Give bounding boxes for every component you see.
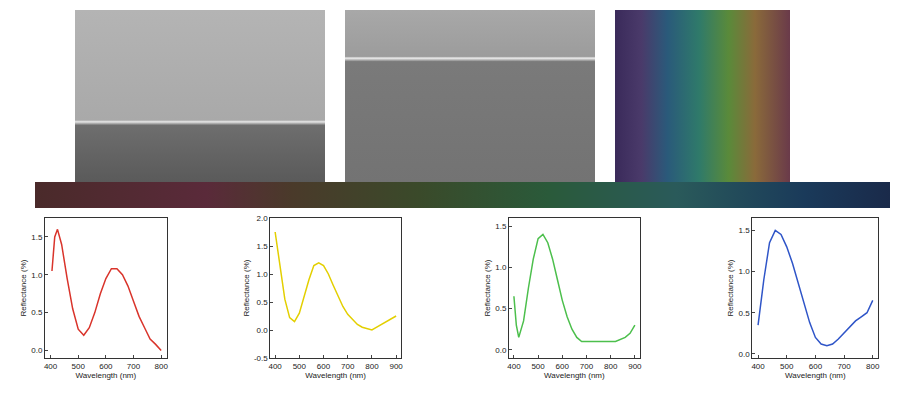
svg-text:400: 400 (44, 362, 58, 371)
svg-text:800: 800 (866, 362, 880, 371)
svg-text:0.5: 0.5 (31, 308, 43, 317)
svg-text:Reflectance (%): Reflectance (%) (242, 259, 251, 316)
svg-text:1.0: 1.0 (257, 270, 269, 279)
svg-text:-0.5: -0.5 (254, 354, 268, 363)
svg-text:0.5: 0.5 (495, 304, 507, 313)
svg-text:600: 600 (99, 362, 113, 371)
svg-text:1.0: 1.0 (495, 263, 507, 272)
svg-text:400: 400 (507, 362, 521, 371)
svg-text:500: 500 (531, 362, 545, 371)
svg-text:Wavelength (nm): Wavelength (nm) (544, 371, 605, 380)
svg-text:500: 500 (72, 362, 86, 371)
svg-text:2.0: 2.0 (257, 214, 269, 223)
svg-text:1.5: 1.5 (739, 226, 751, 235)
svg-text:1.5: 1.5 (31, 233, 43, 242)
svg-text:Wavelength (nm): Wavelength (nm) (785, 371, 846, 380)
svg-text:1.0: 1.0 (739, 267, 751, 276)
svg-text:500: 500 (780, 362, 794, 371)
svg-text:500: 500 (293, 362, 307, 371)
svg-text:700: 700 (127, 362, 141, 371)
svg-text:0.0: 0.0 (257, 326, 269, 335)
svg-text:0.0: 0.0 (739, 350, 751, 359)
svg-text:400: 400 (268, 362, 282, 371)
svg-text:Reflectance (%): Reflectance (%) (19, 259, 28, 316)
svg-text:1.5: 1.5 (495, 222, 507, 231)
svg-text:900: 900 (628, 362, 642, 371)
svg-text:1.0: 1.0 (31, 271, 43, 280)
svg-text:0.0: 0.0 (31, 346, 43, 355)
svg-text:Reflectance (%): Reflectance (%) (483, 259, 492, 316)
svg-text:0.0: 0.0 (495, 346, 507, 355)
svg-text:400: 400 (751, 362, 765, 371)
svg-text:600: 600 (556, 362, 570, 371)
svg-text:Wavelength (nm): Wavelength (nm) (76, 371, 137, 380)
svg-text:1.5: 1.5 (257, 242, 269, 251)
svg-text:0.5: 0.5 (739, 309, 751, 318)
svg-text:800: 800 (604, 362, 618, 371)
svg-text:800: 800 (154, 362, 168, 371)
svg-text:900: 900 (389, 362, 403, 371)
svg-text:Wavelength (nm): Wavelength (nm) (305, 371, 366, 380)
svg-text:600: 600 (809, 362, 823, 371)
svg-text:Reflectance (%): Reflectance (%) (726, 259, 735, 316)
svg-text:800: 800 (365, 362, 379, 371)
svg-text:600: 600 (317, 362, 331, 371)
svg-text:700: 700 (580, 362, 594, 371)
svg-text:0.5: 0.5 (257, 298, 269, 307)
svg-text:700: 700 (837, 362, 851, 371)
svg-text:700: 700 (341, 362, 355, 371)
